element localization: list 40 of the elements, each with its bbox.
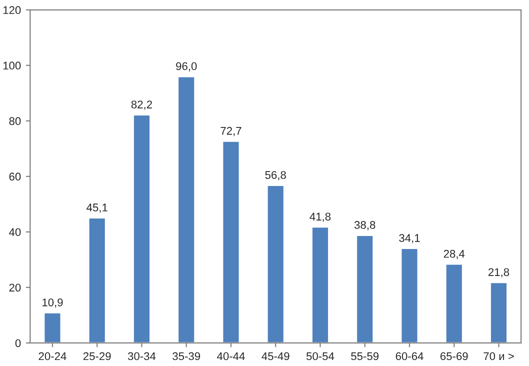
data-label: 34,1 [399,234,420,244]
data-label: 45,1 [86,204,108,213]
data-label: 21,8 [488,268,510,278]
data-label: 28,4 [444,250,465,260]
bar [490,282,508,343]
data-label: 10,9 [42,298,63,308]
x-tick-label: 35-39 [172,352,200,360]
x-tick-label: 25-29 [83,352,111,360]
bar [444,263,464,343]
data-label: 56,8 [265,171,286,180]
bar [311,226,330,343]
x-tick-label: 55-59 [351,352,379,360]
data-label: 72,7 [220,126,242,136]
bar [177,76,196,343]
x-tick-label: 45-49 [262,352,290,360]
x-tick-label: 20-24 [38,352,66,360]
data-label: 96,0 [176,62,197,72]
bar [400,248,419,343]
x-tick-label: 70 и > [484,352,514,360]
x-tick-label: 40-44 [217,352,245,360]
bar [266,184,285,343]
data-label: 38,8 [354,221,376,230]
y-tick-label: 80 [9,117,21,126]
y-tick-label: 120 [3,6,21,14]
y-tick-label: 60 [9,172,21,181]
bar [356,234,374,343]
bar [43,312,62,343]
y-tick-label: 40 [9,228,21,236]
x-tick-label: 30-34 [128,352,156,360]
y-tick-label: 100 [3,62,21,70]
bar [222,140,240,343]
x-tick-label: 65-69 [440,352,468,360]
data-label: 41,8 [310,212,331,222]
bar [88,217,106,343]
y-tick-label: 20 [9,284,21,292]
y-tick-label: 0 [15,339,21,348]
x-tick-label: 50-54 [306,352,334,360]
x-tick-label: 60-64 [396,352,424,360]
data-label: 82,2 [131,100,152,110]
bar [132,114,151,343]
